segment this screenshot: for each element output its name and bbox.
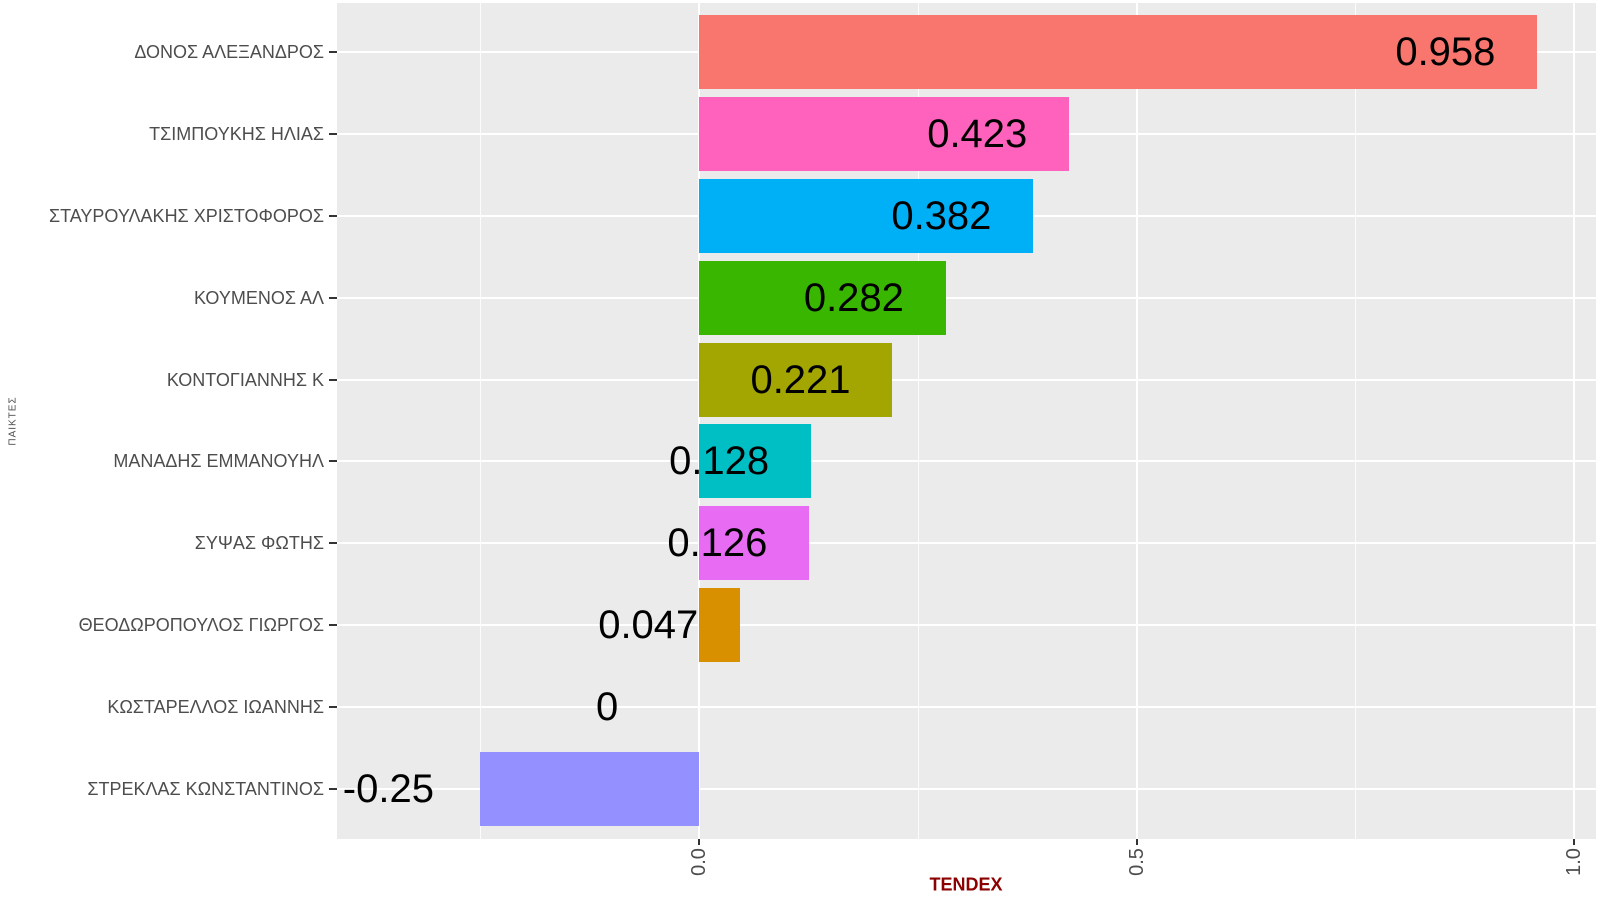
bar-value-label: 0.126 (667, 521, 768, 566)
bar-1 (699, 15, 1538, 89)
bar-2 (699, 96, 1070, 171)
y-tick-mark (329, 624, 337, 627)
bar-value-label: 0.047 (598, 603, 699, 648)
x-tick-mark (1135, 839, 1138, 845)
bar-7 (699, 506, 810, 581)
bar-value-label: 0.221 (750, 357, 851, 402)
gridline-y-major (337, 542, 1596, 545)
y-tick-mark (329, 378, 337, 381)
y-tick-mark (329, 706, 337, 708)
y-tick-label: ΔΟΝΟΣ ΑΛΕΞΑΝΔΡΟΣ (134, 42, 324, 62)
y-tick-mark (329, 214, 337, 217)
bar-value-label: 0.128 (669, 439, 770, 484)
bar-4 (699, 260, 946, 335)
y-tick-mark (329, 460, 337, 463)
gridline-y-major (337, 460, 1596, 463)
gridline-y-major (337, 787, 1596, 790)
bar-value-label: 0.382 (891, 193, 992, 238)
gridline-x-major (698, 3, 700, 839)
y-tick-label: ΣΤΑΥΡΟΥΛΑΚΗΣ ΧΡΙΣΤΟΦΟΡΟΣ (48, 205, 324, 226)
bar-value-label: 0 (596, 685, 619, 729)
x-tick-mark (1573, 839, 1575, 845)
plot-panel: 0.958 0.423 0.382 0.282 0.221 0.128 0.126 0.047… (337, 3, 1596, 839)
bar-value-label: 0.423 (927, 111, 1028, 156)
bar-8 (699, 588, 741, 663)
y-tick-label: ΣΥΨΑΣ ΦΩΤΗΣ (194, 533, 324, 554)
bar-value-label: 0.282 (803, 275, 904, 320)
y-axis-title: ΠΑΙΚΤΕΣ (7, 396, 19, 446)
y-tick-mark (329, 296, 337, 299)
y-tick-label: ΜΑΝΑΔΗΣ ΕΜΜΑΝΟΥΗΛ (113, 451, 324, 472)
gridline-x-minor (1355, 3, 1357, 839)
x-tick-label: 0.0 (688, 848, 710, 876)
gridline-y-major (337, 706, 1596, 708)
y-tick-label: ΣΤΡΕΚΛΑΣ ΚΩΝΣΤΑΝΤΙΝΟΣ (87, 778, 324, 799)
bar-value-label: 0.958 (1395, 30, 1496, 74)
y-tick-mark (329, 787, 337, 790)
bar-5 (699, 342, 893, 417)
y-tick-label: ΘΕΟΔΩΡΟΠΟΥΛΟΣ ΓΙΩΡΓΟΣ (78, 615, 324, 636)
x-axis-title: TENDEX (929, 874, 1003, 895)
gridline-y-major (337, 624, 1596, 627)
gridline-x-major (1573, 3, 1575, 839)
x-tick-label: 1.0 (1563, 848, 1585, 876)
x-tick-mark (698, 839, 700, 845)
y-tick-label: ΤΣΙΜΠΟΥΚΗΣ ΗΛΙΑΣ (149, 123, 324, 144)
y-tick-label: ΚΟΥΜΕΝΟΣ ΑΛ (193, 287, 324, 308)
gridline-x-major (1135, 3, 1138, 839)
bar-10 (480, 751, 699, 826)
bar-3 (699, 178, 1034, 253)
y-tick-mark (329, 542, 337, 545)
y-tick-mark (329, 132, 337, 135)
gridline-x-minor (917, 3, 919, 839)
y-tick-label: ΚΟΝΤΟΓΙΑΝΝΗΣ Κ (166, 369, 324, 390)
gridline-y-major (337, 296, 1596, 299)
gridline-x-minor (480, 3, 482, 839)
bar-value-label: -0.25 (342, 766, 434, 811)
x-tick-label: 0.5 (1125, 848, 1148, 876)
gridline-y-major (337, 378, 1596, 381)
y-tick-mark (329, 51, 337, 53)
y-tick-label: ΚΩΣΤΑΡΕΛΛΟΣ ΙΩΑΝΝΗΣ (107, 697, 324, 717)
bar-6 (699, 424, 811, 499)
